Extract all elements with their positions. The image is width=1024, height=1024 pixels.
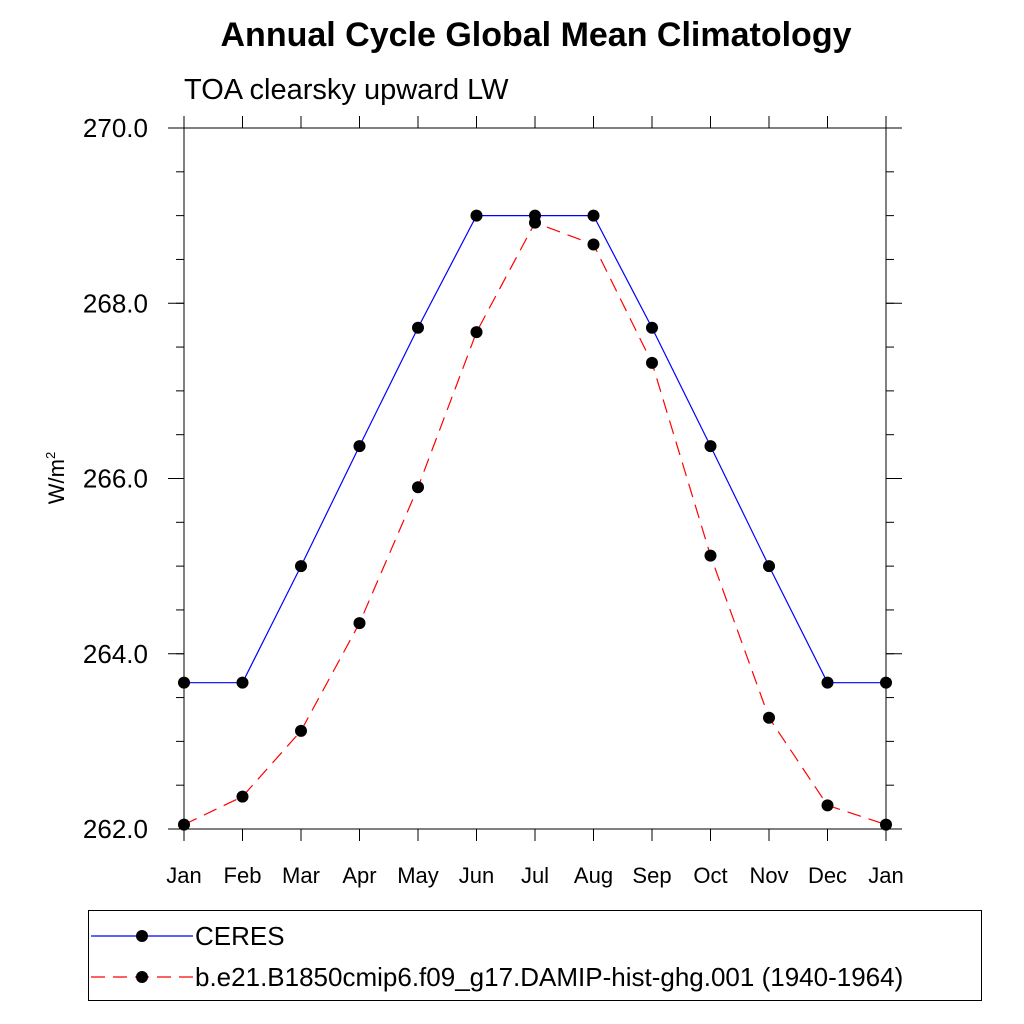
x-tick-label: Dec	[808, 863, 847, 888]
legend-item-ceres: CERES	[91, 921, 285, 951]
y-axis-label-text: W/m	[44, 459, 69, 504]
data-point-series-1	[529, 216, 541, 229]
x-tick-label: Jul	[521, 863, 549, 888]
legend-marker-ceres	[136, 930, 148, 942]
x-tick-label: May	[397, 863, 439, 888]
x-tick-label: Jan	[166, 863, 201, 888]
y-tick-label: 270.0	[83, 113, 148, 143]
legend-label-model: b.e21.B1850cmip6.f09_g17.DAMIP-hist-ghg.…	[195, 962, 903, 992]
y-axis-label-superscript: 2	[43, 452, 58, 459]
data-point-series-0	[178, 676, 190, 689]
x-tick-label: Jun	[459, 863, 494, 888]
y-tick-label: 268.0	[83, 288, 148, 318]
data-point-series-0	[470, 209, 483, 222]
chart-title: Annual Cycle Global Mean Climatology	[221, 16, 852, 54]
x-tick-label: Mar	[282, 863, 320, 888]
x-tick-label: Oct	[693, 863, 727, 888]
x-tick-label: Feb	[224, 863, 262, 888]
data-point-series-1	[704, 549, 717, 562]
data-point-series-0	[880, 676, 892, 689]
y-tick-label: 262.0	[83, 814, 148, 844]
series-layer	[178, 209, 892, 831]
data-point-series-1	[821, 799, 834, 812]
y-tick-label: 266.0	[83, 464, 148, 494]
data-point-series-0	[412, 321, 424, 334]
data-point-series-0	[821, 676, 834, 689]
data-point-series-0	[236, 676, 249, 689]
series-line-1	[183, 221, 887, 826]
data-point-series-0	[353, 440, 366, 453]
data-point-series-0	[646, 321, 658, 334]
data-point-series-1	[763, 711, 775, 724]
data-point-series-0	[295, 560, 307, 573]
y-tick-labels: 262.0 264.0 266.0 268.0 270.0	[83, 113, 148, 844]
data-point-series-1	[587, 238, 600, 251]
data-point-series-1	[470, 326, 483, 339]
data-point-series-1	[880, 818, 892, 831]
x-tick-labels: Jan Feb Mar Apr May Jun Jul Aug Sep Oct Nov Dec Jan	[166, 863, 903, 888]
x-tick-label: Nov	[749, 863, 788, 888]
x-tick-label: Apr	[342, 863, 376, 888]
legend: CERES b.e21.B1850cmip6.f09_g17.DAMIP-his…	[88, 910, 982, 1001]
data-point-series-0	[704, 440, 717, 453]
x-tick-label: Aug	[574, 863, 613, 888]
chart-subtitle: TOA clearsky upward LW	[184, 74, 509, 106]
data-point-series-1	[646, 356, 658, 369]
plot-frame	[183, 127, 887, 830]
data-point-series-0	[763, 560, 775, 573]
data-point-series-1	[353, 617, 366, 630]
series-line-0	[184, 215, 886, 684]
legend-label-ceres: CERES	[195, 921, 285, 951]
data-point-series-1	[236, 790, 249, 803]
legend-item-model: b.e21.B1850cmip6.f09_g17.DAMIP-hist-ghg.…	[91, 962, 903, 992]
data-point-series-0	[587, 209, 600, 222]
legend-marker-model	[136, 971, 148, 983]
data-point-series-1	[412, 481, 424, 494]
y-axis-label: W/m2	[43, 452, 69, 504]
data-point-series-1	[295, 724, 307, 737]
y-tick-label: 264.0	[83, 639, 148, 669]
x-tick-label: Jan	[868, 863, 903, 888]
x-tick-label: Sep	[632, 863, 671, 888]
data-point-series-1	[178, 818, 190, 831]
